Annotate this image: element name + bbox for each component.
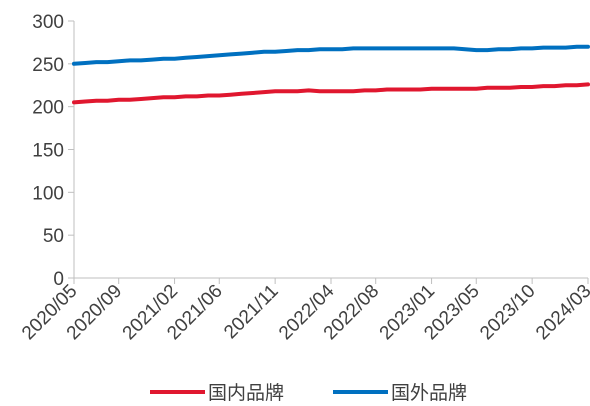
y-tick-label: 250 [32,55,64,76]
legend-label-0: 国内品牌 [208,382,284,404]
series-layer [72,44,590,105]
x-tick-label: 2024/03 [532,281,590,344]
y-tick-label: 50 [43,226,64,247]
y-tick-label: 100 [32,183,64,204]
y-tick-label: 0 [53,269,64,290]
y-tick-label: 150 [32,141,64,162]
y-tick-label: 200 [32,98,64,119]
series-line-1 [72,44,590,66]
x-axis: 2020/052020/092021/022021/062021/112022/… [18,277,590,344]
y-axis: 0 50 100 150 200 250 300 [32,12,75,290]
x-tick-label: 2023/10 [476,281,539,344]
legend: 国内品牌 国外品牌 [150,382,467,404]
series-line-0 [72,82,590,105]
x-tick-label: 2021/11 [220,281,282,343]
legend-label-1: 国外品牌 [391,382,467,404]
y-tick-label: 300 [32,12,64,33]
